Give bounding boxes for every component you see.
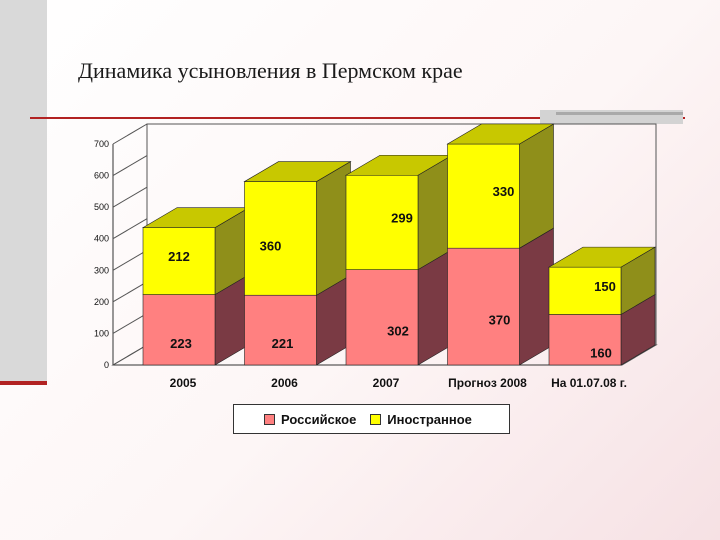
chart-legend: Российское Иностранное (233, 404, 510, 434)
data-label: 223 (170, 336, 192, 351)
data-label: 150 (594, 279, 616, 294)
y-tick-label: 700 (94, 139, 109, 149)
bar-side-0 (519, 227, 554, 366)
legend-label-russian: Российское (281, 411, 357, 427)
bar-top (243, 161, 352, 182)
bar-side-1 (316, 161, 351, 296)
y-tick-label: 100 (94, 328, 109, 338)
y-gridline (112, 344, 148, 366)
y-tick-label: 300 (94, 265, 109, 275)
bar-segment (244, 294, 317, 366)
y-gridline (112, 155, 148, 177)
left-decor-bar (0, 0, 47, 385)
legend-label-foreign: Иностранное (387, 411, 472, 427)
data-label: 370 (489, 313, 511, 328)
y-tick-label: 500 (94, 202, 109, 212)
left-accent-line (0, 381, 47, 385)
y-gridline (112, 218, 148, 240)
data-label: 330 (493, 184, 515, 199)
header-decor-stripe (556, 112, 683, 115)
bar-segment (447, 247, 520, 366)
legend-item-russian: Российское (264, 412, 356, 427)
data-label: 160 (590, 346, 612, 361)
bar-segment (345, 174, 419, 270)
data-label: 221 (272, 336, 294, 351)
legend-item-foreign: Иностранное (370, 412, 472, 427)
data-label: 299 (391, 210, 413, 225)
y-tick-label: 200 (94, 297, 109, 307)
title-underline (30, 117, 685, 119)
slide-title: Динамика усыновления в Пермском крае (78, 58, 463, 83)
y-tick-label: 400 (94, 234, 109, 244)
x-tick-label: 2007 (373, 376, 400, 390)
y-gridline (112, 281, 148, 303)
legend-swatch-russian (264, 413, 275, 425)
bar-top (547, 246, 657, 268)
bar-segment (548, 314, 622, 366)
bar-segment (548, 266, 622, 315)
y-tick-label: 600 (94, 171, 109, 181)
data-label: 360 (260, 238, 282, 253)
y-tick-label: 0 (104, 360, 109, 370)
y-gridline (112, 186, 148, 208)
x-tick-label: На 01.07.08 г. (551, 376, 627, 390)
bar-segment (142, 294, 216, 366)
data-label: 302 (387, 323, 409, 338)
y-gridline (112, 312, 148, 334)
bar-side-1 (519, 123, 554, 249)
data-label: 212 (168, 249, 190, 264)
bar-segment (345, 269, 419, 366)
y-gridline (112, 249, 148, 271)
legend-swatch-foreign (370, 413, 382, 425)
x-tick-label: 2006 (271, 376, 298, 390)
x-tick-label: Прогноз 2008 (448, 376, 527, 390)
bar-top (446, 123, 555, 145)
y-gridline (112, 123, 148, 145)
x-tick-label: 2005 (170, 376, 197, 390)
bar-segment (447, 143, 520, 249)
bar-segment (244, 181, 317, 296)
